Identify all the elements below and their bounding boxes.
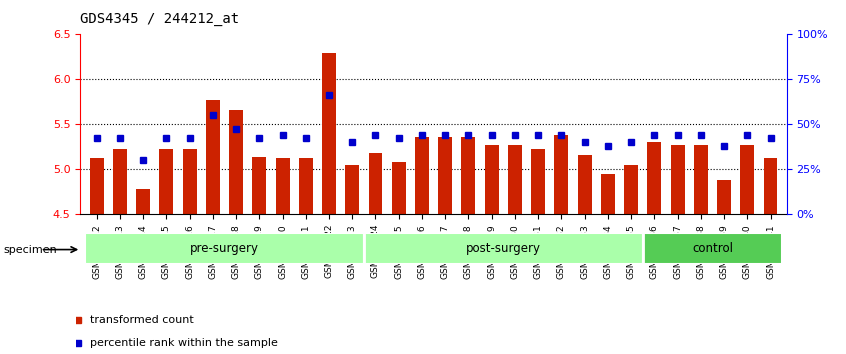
Bar — [438, 137, 452, 214]
Bar — [299, 158, 313, 214]
FancyBboxPatch shape — [643, 233, 783, 264]
Text: pre-surgery: pre-surgery — [190, 242, 259, 255]
Text: GDS4345 / 244212_at: GDS4345 / 244212_at — [80, 12, 239, 27]
Bar — [136, 189, 150, 214]
Bar — [229, 110, 243, 214]
Bar — [392, 162, 406, 214]
Bar — [508, 145, 522, 214]
Text: percentile rank within the sample: percentile rank within the sample — [91, 338, 278, 348]
Text: transformed count: transformed count — [91, 315, 194, 325]
Bar — [601, 173, 615, 214]
Bar — [485, 145, 498, 214]
Bar — [369, 153, 382, 214]
Text: control: control — [692, 242, 733, 255]
Bar — [694, 145, 708, 214]
Bar — [206, 99, 220, 214]
FancyBboxPatch shape — [85, 233, 364, 264]
Bar — [159, 149, 173, 214]
Text: post-surgery: post-surgery — [466, 242, 541, 255]
Bar — [345, 165, 360, 214]
Bar — [113, 149, 127, 214]
Bar — [415, 137, 429, 214]
FancyBboxPatch shape — [364, 233, 643, 264]
Bar — [647, 142, 662, 214]
Bar — [764, 158, 777, 214]
Bar — [554, 135, 569, 214]
Bar — [717, 180, 731, 214]
Bar — [531, 149, 545, 214]
Text: specimen: specimen — [3, 245, 58, 255]
Bar — [252, 157, 266, 214]
Bar — [578, 155, 591, 214]
Bar — [461, 137, 475, 214]
Bar — [276, 158, 289, 214]
Bar — [322, 53, 336, 214]
Bar — [740, 145, 755, 214]
Bar — [624, 165, 638, 214]
Bar — [183, 149, 196, 214]
Bar — [671, 145, 684, 214]
Bar — [90, 158, 103, 214]
